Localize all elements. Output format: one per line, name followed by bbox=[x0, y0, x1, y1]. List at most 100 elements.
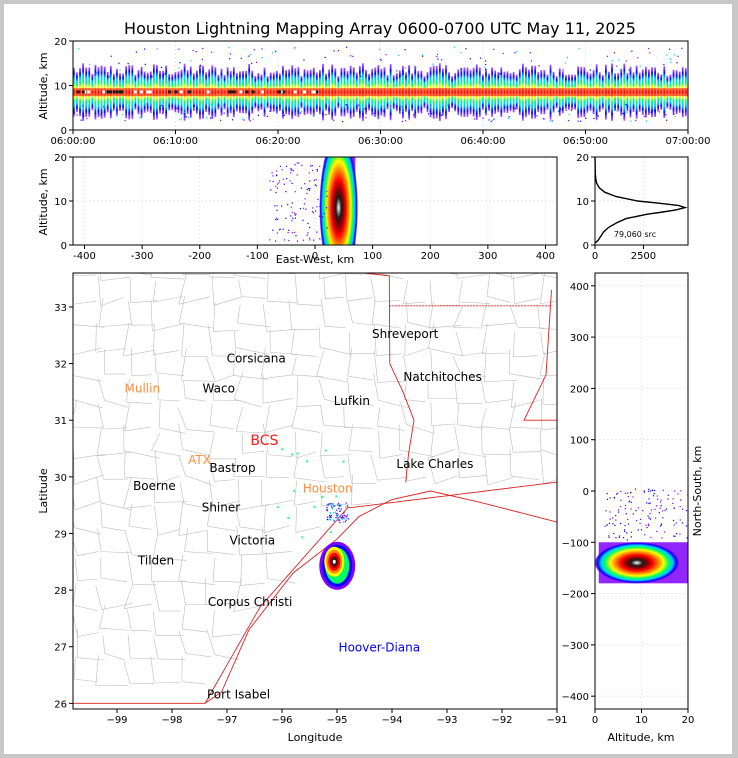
north-south-yaxis-tick-label: −200 bbox=[562, 590, 589, 601]
county-boundary bbox=[486, 273, 511, 303]
county-boundary bbox=[178, 500, 208, 536]
longitude-axis-tick-label: −92 bbox=[491, 715, 512, 726]
source-point bbox=[382, 110, 385, 112]
source-point bbox=[231, 119, 234, 121]
source-point bbox=[530, 60, 533, 62]
ns-source bbox=[659, 507, 661, 509]
county-boundary bbox=[235, 406, 270, 434]
map-source bbox=[293, 489, 296, 492]
source-point bbox=[568, 113, 570, 116]
county-boundary bbox=[261, 479, 294, 507]
source-point bbox=[306, 108, 308, 110]
source-point bbox=[385, 53, 387, 56]
map-source bbox=[340, 514, 342, 516]
map-source bbox=[287, 516, 290, 519]
ew-source bbox=[310, 165, 312, 167]
ns-source bbox=[661, 537, 663, 539]
county-boundary bbox=[209, 404, 234, 430]
longitude-axis-tick-label: −97 bbox=[216, 715, 237, 726]
county-boundary bbox=[73, 452, 103, 485]
source-point bbox=[179, 62, 181, 64]
county-boundary bbox=[98, 297, 133, 328]
ew-source bbox=[291, 202, 294, 204]
ew-source bbox=[278, 229, 281, 231]
map-source bbox=[296, 452, 299, 455]
ew-source bbox=[291, 169, 293, 171]
source-point bbox=[178, 48, 180, 50]
county-boundary bbox=[430, 350, 454, 379]
north-south-xaxis-tick-label: 20 bbox=[682, 715, 695, 726]
source-point bbox=[370, 74, 372, 77]
source-point bbox=[198, 108, 200, 110]
source-point bbox=[490, 120, 492, 123]
map-source bbox=[343, 513, 345, 515]
county-boundary bbox=[104, 349, 126, 375]
map-source bbox=[329, 503, 332, 505]
map-source bbox=[338, 507, 340, 510]
north-south-density bbox=[595, 488, 688, 584]
ew-source bbox=[315, 179, 317, 181]
source-point bbox=[249, 120, 251, 122]
source-point bbox=[156, 48, 158, 50]
source-point bbox=[618, 59, 620, 61]
ew-source bbox=[294, 214, 296, 216]
ew-source bbox=[283, 239, 286, 241]
ns-source bbox=[643, 490, 645, 492]
source-point bbox=[441, 59, 443, 61]
source-point bbox=[195, 51, 197, 53]
source-point bbox=[413, 113, 415, 116]
ew-source bbox=[306, 192, 308, 195]
source-point bbox=[401, 120, 404, 123]
source-point bbox=[124, 119, 126, 122]
source-point bbox=[666, 54, 668, 56]
source-core bbox=[167, 90, 171, 94]
map-source bbox=[336, 509, 338, 511]
ns-source bbox=[640, 529, 643, 531]
source-point bbox=[401, 106, 403, 108]
county-boundary bbox=[151, 432, 182, 457]
ns-source bbox=[627, 518, 629, 520]
county-boundary bbox=[427, 457, 459, 484]
city-label: Shreveport bbox=[372, 327, 439, 341]
map-source bbox=[336, 514, 338, 517]
county-boundary bbox=[124, 531, 154, 559]
county-boundary bbox=[96, 425, 132, 457]
ew-source bbox=[308, 172, 310, 174]
county-boundary bbox=[318, 379, 344, 405]
longitude-axis-tick-label: −93 bbox=[436, 715, 457, 726]
ew-source bbox=[305, 208, 307, 210]
source-point bbox=[484, 60, 487, 62]
histogram-yaxis-tick-label: 0 bbox=[583, 241, 589, 252]
longitude-axis-tick-label: −95 bbox=[326, 715, 347, 726]
ew-source bbox=[322, 178, 325, 180]
north-south-ylabel: North-South, km bbox=[691, 446, 704, 537]
county-boundary bbox=[445, 273, 459, 275]
county-boundary bbox=[95, 655, 128, 686]
county-boundary bbox=[184, 527, 213, 554]
city-label: Lake Charles bbox=[396, 457, 473, 471]
ew-source bbox=[276, 175, 278, 177]
county-boundary bbox=[127, 551, 157, 586]
ns-source bbox=[622, 537, 625, 539]
ew-source bbox=[314, 184, 316, 186]
source-point bbox=[96, 72, 98, 74]
time-axis-tick-label: 06:40:00 bbox=[461, 136, 506, 147]
county-boundary bbox=[509, 304, 545, 329]
source-point bbox=[331, 103, 333, 105]
county-boundary bbox=[180, 348, 214, 382]
ns-source bbox=[624, 530, 626, 533]
ew-source bbox=[272, 229, 274, 231]
county-boundary bbox=[98, 276, 124, 307]
map-source bbox=[326, 516, 329, 518]
map-source bbox=[345, 519, 347, 521]
county-boundary bbox=[97, 456, 129, 480]
county-boundary bbox=[207, 530, 235, 555]
county-boundary bbox=[540, 429, 557, 456]
source-point bbox=[94, 74, 96, 76]
source-point bbox=[199, 64, 202, 66]
figure-frame: Houston Lightning Mapping Array 0600-070… bbox=[4, 4, 732, 754]
ns-source bbox=[664, 531, 666, 533]
county-boundary bbox=[288, 299, 319, 330]
ns-source bbox=[677, 493, 679, 495]
county-boundary bbox=[208, 432, 237, 460]
